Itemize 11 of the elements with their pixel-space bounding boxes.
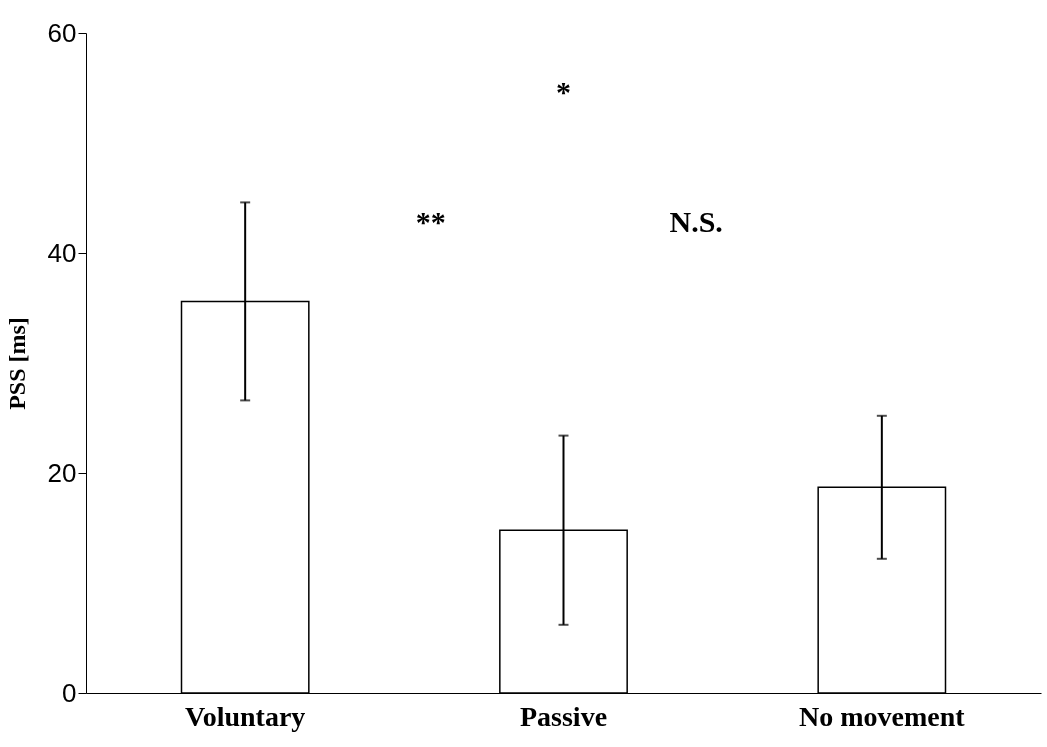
y-tick-label: 60	[47, 17, 77, 48]
annotation: *	[556, 75, 571, 108]
y-axis-title: PSS [ms]	[3, 317, 30, 410]
x-tick-label: Passive	[519, 700, 608, 732]
y-tick-label: 0	[62, 677, 77, 708]
x-tick-label: Voluntary	[185, 700, 306, 732]
annotation: N.S.	[669, 205, 723, 238]
x-tick-label: No movement	[799, 700, 966, 732]
annotation: **	[415, 205, 446, 238]
y-tick-label: 40	[47, 237, 77, 268]
y-tick-label: 20	[47, 457, 77, 488]
